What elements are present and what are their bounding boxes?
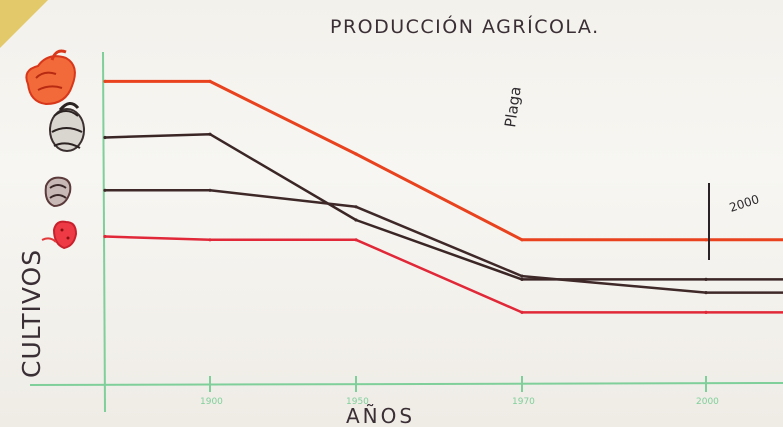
corn-icon xyxy=(44,176,72,208)
y-axis xyxy=(102,51,106,413)
series-corn-point xyxy=(704,291,708,295)
series-strawberry-point xyxy=(704,310,708,314)
x-axis xyxy=(29,382,783,386)
series-strawberry-point xyxy=(354,238,358,242)
chart-title: PRODUCCIÓN AGRÍCOLA. xyxy=(330,14,600,38)
x-tick-label: 1900 xyxy=(200,397,223,407)
series-chicken-point xyxy=(520,238,524,242)
series-strawberry-point xyxy=(208,238,212,242)
series-corn-line xyxy=(105,189,783,294)
annotation-plaga: Plaga xyxy=(501,85,525,128)
series-strawberry-line xyxy=(104,235,783,314)
paper-corner xyxy=(0,0,48,48)
series-pig-line xyxy=(104,132,783,281)
series-corn-point xyxy=(208,188,212,192)
series-pig-point xyxy=(103,135,107,140)
series-pig-point xyxy=(208,132,212,136)
x-tick-label: 1950 xyxy=(346,397,369,407)
chicken-icon xyxy=(25,49,76,106)
series-corn-point xyxy=(103,188,107,192)
series-strawberry-point xyxy=(103,234,107,239)
strawberry-icon xyxy=(41,220,78,250)
x-tick-label: 2000 xyxy=(696,397,719,407)
series-pig-point xyxy=(520,277,524,281)
series-chicken-point xyxy=(208,79,212,83)
series-chicken-line xyxy=(105,79,783,242)
series-pig-point xyxy=(354,218,358,222)
x-tick-label: 1970 xyxy=(512,397,535,407)
x-axis-label: AÑOS xyxy=(346,404,415,427)
y-axis-label: CULTIVOS xyxy=(17,249,46,378)
series-strawberry-point xyxy=(520,310,524,314)
series-group xyxy=(103,79,783,314)
series-chicken-point xyxy=(103,79,107,83)
x-axis-ticks: 1900 1950 1970 2000 xyxy=(200,376,719,407)
pig-icon xyxy=(49,102,85,152)
series-chicken-point xyxy=(704,238,708,242)
series-pig-point xyxy=(704,277,708,281)
series-corn-point xyxy=(520,274,524,278)
series-corn-point xyxy=(354,205,358,209)
series-chicken-point xyxy=(354,152,358,156)
annotation-2000: 2000 xyxy=(728,192,761,215)
